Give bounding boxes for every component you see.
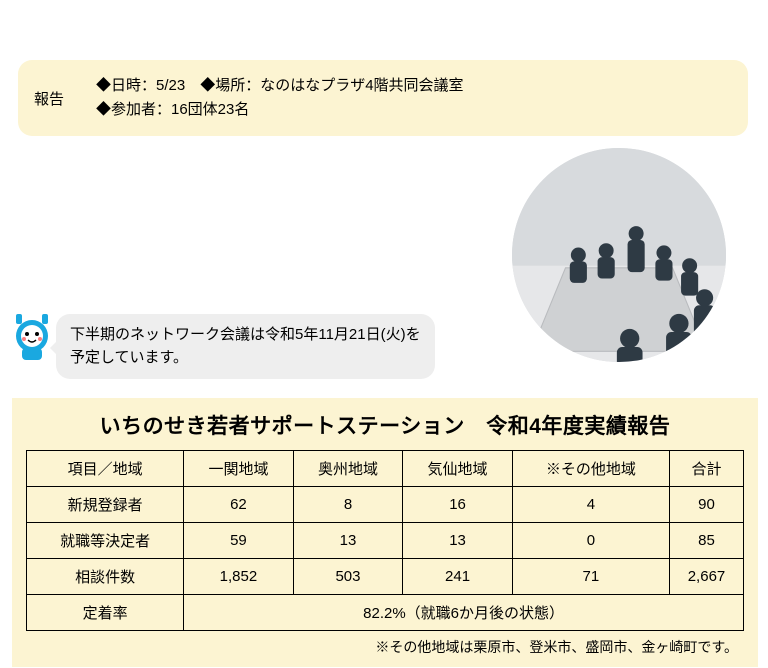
- cell: 85: [669, 523, 743, 559]
- report-line-1: ◆日時：5/23 ◆場所：なのはなプラザ4階共同会議室: [96, 74, 464, 98]
- retention-value: 82.2%（就職6か月後の状態）: [184, 595, 744, 631]
- cell: 4: [512, 487, 669, 523]
- cell: 8: [293, 487, 403, 523]
- col-item: 項目／地域: [27, 451, 184, 487]
- report-box: 報告 ◆日時：5/23 ◆場所：なのはなプラザ4階共同会議室 ◆参加者：16団体…: [18, 60, 748, 136]
- cell: 241: [403, 559, 513, 595]
- table-row: 相談件数1,852503241712,667: [27, 559, 744, 595]
- col-kesen: 気仙地域: [403, 451, 513, 487]
- row-label: 就職等決定者: [27, 523, 184, 559]
- speech-row: 下半期のネットワーク会議は令和5年11月21日(火)を 予定しています。: [12, 314, 435, 379]
- cell: 2,667: [669, 559, 743, 595]
- cell: 0: [512, 523, 669, 559]
- results-footnote: ※その他地域は栗原市、登米市、盛岡市、金ヶ崎町です。: [26, 637, 744, 657]
- col-oshu: 奥州地域: [293, 451, 403, 487]
- cell: 16: [403, 487, 513, 523]
- results-panel: いちのせき若者サポートステーション 令和4年度実績報告 項目／地域 一関地域 奥…: [12, 398, 758, 667]
- row-label: 新規登録者: [27, 487, 184, 523]
- cell: 62: [184, 487, 294, 523]
- meeting-photo: [512, 148, 726, 362]
- report-label: 報告: [34, 88, 76, 109]
- row-label: 相談件数: [27, 559, 184, 595]
- table-header-row: 項目／地域 一関地域 奥州地域 気仙地域 ※その他地域 合計: [27, 451, 744, 487]
- cell: 1,852: [184, 559, 294, 595]
- speech-line-1: 下半期のネットワーク会議は令和5年11月21日(火)を: [70, 324, 421, 347]
- col-total: 合計: [669, 451, 743, 487]
- cell: 503: [293, 559, 403, 595]
- results-title: いちのせき若者サポートステーション 令和4年度実績報告: [26, 410, 744, 440]
- report-content: ◆日時：5/23 ◆場所：なのはなプラザ4階共同会議室 ◆参加者：16団体23名: [96, 74, 464, 122]
- photo-wall: [512, 148, 726, 266]
- cell: 59: [184, 523, 294, 559]
- retention-label: 定着率: [27, 595, 184, 631]
- col-ichinoseki: 一関地域: [184, 451, 294, 487]
- results-table: 項目／地域 一関地域 奥州地域 気仙地域 ※その他地域 合計 新規登録者6281…: [26, 450, 744, 631]
- speech-line-2: 予定しています。: [70, 347, 421, 370]
- results-tbody: 新規登録者62816490就職等決定者591313085相談件数1,852503…: [27, 487, 744, 631]
- col-other: ※その他地域: [512, 451, 669, 487]
- cell: 71: [512, 559, 669, 595]
- cell: 13: [293, 523, 403, 559]
- table-row-retention: 定着率82.2%（就職6か月後の状態）: [27, 595, 744, 631]
- cell: 90: [669, 487, 743, 523]
- speech-bubble: 下半期のネットワーク会議は令和5年11月21日(火)を 予定しています。: [56, 314, 435, 379]
- table-row: 就職等決定者591313085: [27, 523, 744, 559]
- meeting-photo-svg: [512, 148, 726, 362]
- table-row: 新規登録者62816490: [27, 487, 744, 523]
- report-line-2: ◆参加者：16団体23名: [96, 98, 464, 122]
- cell: 13: [403, 523, 513, 559]
